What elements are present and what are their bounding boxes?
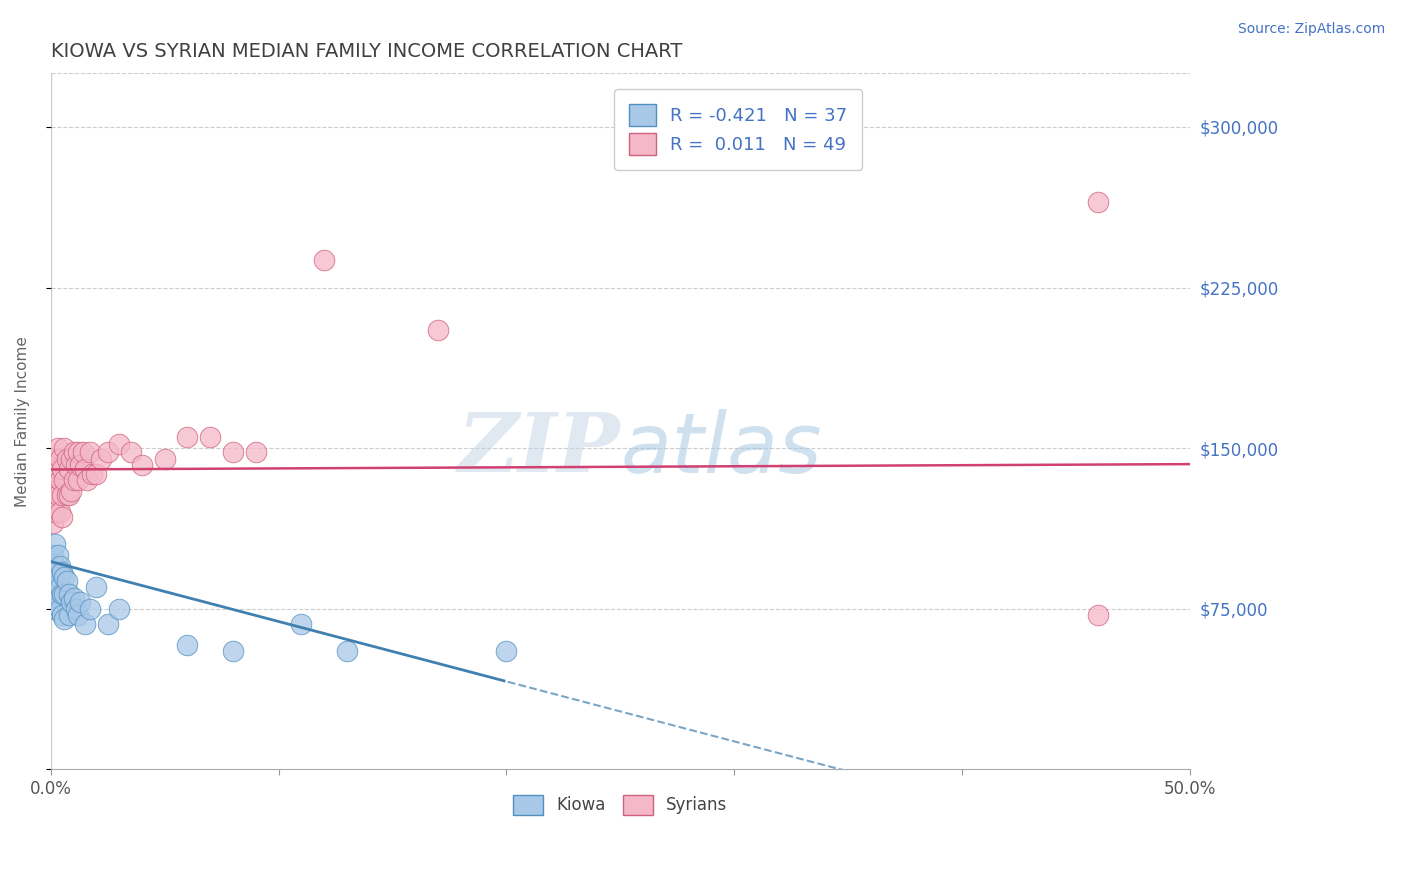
Point	[67, 473, 90, 487]
Point	[55, 574, 77, 588]
Point	[86, 580, 108, 594]
Point	[72, 445, 94, 459]
Point	[53, 473, 76, 487]
Point	[42, 516, 65, 530]
Point	[314, 252, 336, 267]
Point	[46, 548, 69, 562]
Point	[51, 566, 73, 580]
Point	[90, 451, 112, 466]
Point	[49, 473, 72, 487]
Point	[51, 509, 73, 524]
Point	[46, 441, 69, 455]
Point	[55, 451, 77, 466]
Point	[60, 595, 83, 609]
Point	[108, 601, 131, 615]
Point	[79, 445, 101, 459]
Point	[49, 505, 72, 519]
Point	[46, 591, 69, 605]
Point	[62, 473, 84, 487]
Point	[58, 587, 80, 601]
Point	[245, 445, 267, 459]
Point	[53, 587, 76, 601]
Point	[176, 430, 198, 444]
Point	[51, 608, 73, 623]
Point	[51, 462, 73, 476]
Point	[73, 616, 96, 631]
Point	[53, 612, 76, 626]
Point	[108, 437, 131, 451]
Point	[176, 638, 198, 652]
Point	[51, 587, 73, 601]
Y-axis label: Median Family Income: Median Family Income	[15, 336, 30, 507]
Point	[55, 488, 77, 502]
Point	[44, 483, 66, 498]
Point	[44, 537, 66, 551]
Point	[44, 451, 66, 466]
Point	[44, 601, 66, 615]
Point	[49, 558, 72, 573]
Point	[46, 488, 69, 502]
Point	[495, 644, 517, 658]
Point	[58, 488, 80, 502]
Point	[49, 451, 72, 466]
Point	[153, 451, 176, 466]
Point	[222, 445, 245, 459]
Point	[53, 569, 76, 583]
Text: atlas: atlas	[620, 409, 823, 490]
Point	[58, 608, 80, 623]
Point	[69, 458, 91, 473]
Point	[65, 458, 87, 473]
Point	[53, 441, 76, 455]
Point	[42, 569, 65, 583]
Point	[49, 580, 72, 594]
Text: ZIP: ZIP	[457, 409, 620, 489]
Point	[69, 595, 91, 609]
Point	[42, 591, 65, 605]
Point	[427, 323, 450, 337]
Point	[44, 558, 66, 573]
Point	[76, 473, 98, 487]
Point	[120, 445, 142, 459]
Point	[42, 548, 65, 562]
Point	[79, 601, 101, 615]
Point	[67, 445, 90, 459]
Point	[1087, 194, 1109, 209]
Point	[222, 644, 245, 658]
Point	[336, 644, 359, 658]
Point	[58, 462, 80, 476]
Point	[42, 473, 65, 487]
Point	[62, 591, 84, 605]
Point	[60, 451, 83, 466]
Point	[97, 616, 120, 631]
Text: KIOWA VS SYRIAN MEDIAN FAMILY INCOME CORRELATION CHART: KIOWA VS SYRIAN MEDIAN FAMILY INCOME COR…	[51, 42, 682, 61]
Point	[80, 467, 103, 481]
Point	[46, 462, 69, 476]
Point	[200, 430, 222, 444]
Point	[131, 458, 153, 473]
Point	[42, 494, 65, 508]
Point	[86, 467, 108, 481]
Point	[97, 445, 120, 459]
Point	[51, 488, 73, 502]
Point	[290, 616, 312, 631]
Point	[62, 445, 84, 459]
Point	[44, 505, 66, 519]
Point	[1087, 608, 1109, 623]
Point	[46, 569, 69, 583]
Point	[49, 601, 72, 615]
Point	[73, 462, 96, 476]
Point	[65, 601, 87, 615]
Point	[67, 608, 90, 623]
Text: Source: ZipAtlas.com: Source: ZipAtlas.com	[1237, 22, 1385, 37]
Legend: Kiowa, Syrians: Kiowa, Syrians	[505, 787, 735, 823]
Point	[44, 580, 66, 594]
Point	[60, 483, 83, 498]
